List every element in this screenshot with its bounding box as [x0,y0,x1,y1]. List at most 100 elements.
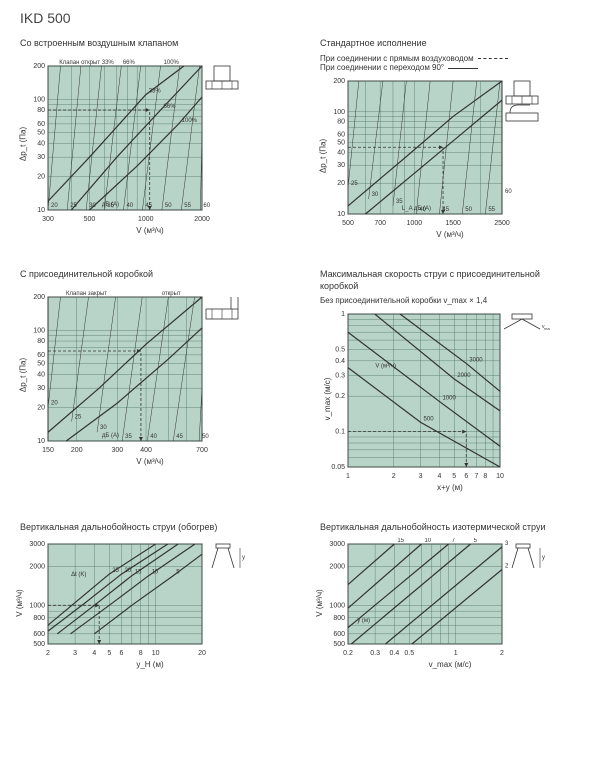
svg-text:1: 1 [454,650,458,657]
svg-text:500: 500 [33,641,45,648]
chart5-xlabel: y_H (м) [20,660,280,669]
chart3-xlabel: V (м³/ч) [20,457,280,466]
svg-text:50: 50 [37,360,45,367]
chart1: 1020304050608010020030050010002000Клапан… [20,54,250,224]
svg-text:L_A дБ (А): L_A дБ (А) [402,206,431,212]
svg-text:25: 25 [75,414,82,420]
svg-text:10: 10 [37,207,45,214]
svg-text:4: 4 [92,650,96,657]
svg-text:1000: 1000 [138,216,154,223]
svg-text:0.05: 0.05 [331,464,345,471]
svg-text:25: 25 [112,568,119,574]
row-1: Со встроенным воздушным клапаном Δp_t (П… [20,38,583,239]
svg-text:500: 500 [424,416,435,422]
svg-text:0.3: 0.3 [370,650,380,657]
svg-text:66%: 66% [123,60,136,66]
row-3: Вертикальная дальнобойность струи (обогр… [20,522,583,669]
svg-text:300: 300 [111,447,123,454]
svg-text:Δt (K): Δt (K) [71,572,86,578]
chart5-ylabel: V (м³/ч) [15,589,24,616]
svg-text:700: 700 [196,447,208,454]
svg-text:1: 1 [346,473,350,480]
chart1-xlabel: V (м³/ч) [20,226,280,235]
svg-text:100: 100 [333,109,345,116]
chart2-title: Стандартное исполнение [320,38,580,50]
svg-text:60: 60 [505,189,512,195]
svg-text:7: 7 [475,473,479,480]
svg-text:66%: 66% [164,104,177,110]
svg-text:60: 60 [337,131,345,138]
svg-text:6: 6 [464,473,468,480]
svg-text:300: 300 [42,216,54,223]
svg-text:0.5: 0.5 [404,650,414,657]
chart4-wrap: Максимальная скорость струи с присоедини… [320,269,580,492]
svg-text:5: 5 [107,650,111,657]
svg-text:500: 500 [333,641,345,648]
svg-text:50: 50 [202,434,209,440]
svg-text:дБ (А): дБ (А) [102,202,119,208]
svg-text:55: 55 [184,203,191,209]
svg-text:30: 30 [372,192,379,198]
svg-text:30: 30 [100,425,107,431]
svg-text:700: 700 [374,220,386,227]
svg-text:40: 40 [37,371,45,378]
chart2-sub2: При соединении с переходом 90° [320,63,580,73]
svg-text:3000: 3000 [469,357,483,363]
svg-text:y: y [242,555,245,561]
svg-text:40: 40 [337,149,345,156]
svg-text:2: 2 [505,563,509,569]
svg-text:100%: 100% [164,60,180,66]
svg-text:3: 3 [419,473,423,480]
svg-text:1000: 1000 [29,602,45,609]
svg-text:6: 6 [120,650,124,657]
svg-text:2000: 2000 [29,563,45,570]
svg-text:y (м): y (м) [357,618,370,624]
svg-text:3: 3 [73,650,77,657]
svg-text:25: 25 [351,181,358,187]
svg-text:100: 100 [33,327,45,334]
chart2-ylabel: Δp_t (Па) [319,139,328,173]
svg-text:Клапан открыт 33%: Клапан открыт 33% [59,60,114,66]
svg-text:50: 50 [465,207,472,213]
svg-text:20: 20 [198,650,206,657]
svg-text:50: 50 [165,203,172,209]
svg-text:40: 40 [37,140,45,147]
svg-text:дБ (А): дБ (А) [102,433,119,439]
chart4-ylabel: v_max (м/с) [323,377,332,420]
svg-text:30: 30 [37,385,45,392]
svg-text:5: 5 [452,473,456,480]
svg-text:0.4: 0.4 [389,650,399,657]
svg-text:5: 5 [474,538,478,544]
svg-text:max: max [544,326,550,331]
svg-text:500: 500 [342,220,354,227]
chart2-wrap: Стандартное исполнение При соединении с … [320,38,580,239]
chart3-wrap: С присоединительной коробкой Δp_t (Па) 1… [20,269,280,492]
page: IKD 500 Со встроенным воздушным клапаном… [0,0,603,709]
svg-text:0.4: 0.4 [335,358,345,365]
chart1-wrap: Со встроенным воздушным клапаном Δp_t (П… [20,38,280,239]
svg-text:1000: 1000 [407,220,423,227]
chart4: 0.050.10.20.30.40.5112345678105001000200… [320,306,550,481]
svg-text:0.2: 0.2 [335,393,345,400]
svg-text:10: 10 [424,538,431,544]
product-title: IKD 500 [20,10,583,26]
svg-text:55: 55 [488,207,495,213]
chart3-ylabel: Δp_t (Па) [19,358,28,392]
svg-text:200: 200 [33,63,45,70]
svg-text:33%: 33% [149,88,162,94]
svg-text:Клапан закрыт: Клапан закрыт [66,291,107,297]
dashed-indicator-icon [478,58,508,59]
svg-text:V (м³/ч): V (м³/ч) [375,363,396,369]
svg-text:400: 400 [140,447,152,454]
svg-text:10: 10 [337,211,345,218]
svg-text:1: 1 [341,311,345,318]
chart6: 5006008001000200030000.20.30.40.51215107… [320,538,550,658]
svg-text:20: 20 [37,173,45,180]
svg-text:2000: 2000 [457,373,471,379]
svg-text:20: 20 [337,180,345,187]
svg-text:60: 60 [37,351,45,358]
svg-text:80: 80 [37,107,45,114]
svg-text:2000: 2000 [194,216,210,223]
svg-text:600: 600 [33,630,45,637]
chart5: 5006008001000200030002345681020252015105… [20,538,250,658]
